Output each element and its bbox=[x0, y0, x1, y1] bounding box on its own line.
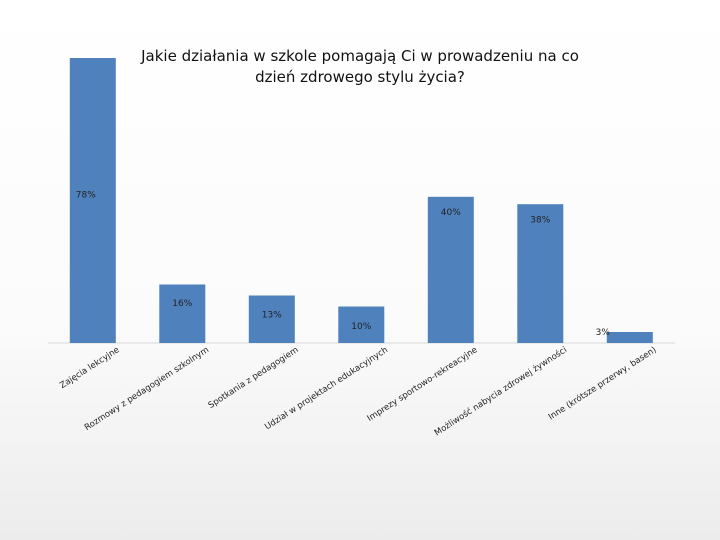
bar-1 bbox=[69, 58, 116, 343]
bar-7 bbox=[606, 332, 653, 343]
chart-title-line-2: dzień zdrowego stylu życia? bbox=[255, 68, 465, 86]
category-label-1: Zajęcia lekcyjne bbox=[58, 345, 121, 391]
bar-2 bbox=[159, 284, 206, 343]
data-label-4: 10% bbox=[351, 322, 371, 332]
bar-5 bbox=[427, 196, 474, 343]
data-label-3: 13% bbox=[262, 311, 282, 321]
bar-4 bbox=[338, 306, 385, 343]
chart-title-line-1: Jakie działania w szkole pomagają Ci w p… bbox=[141, 47, 579, 65]
data-label-2: 16% bbox=[172, 299, 192, 309]
data-label-7: 3% bbox=[596, 328, 611, 338]
category-label-3: Spotkania z pedagogiem bbox=[207, 345, 301, 411]
data-label-1: 78% bbox=[76, 191, 96, 201]
data-label-5: 40% bbox=[441, 208, 461, 218]
bar-6 bbox=[517, 204, 564, 343]
data-label-6: 38% bbox=[530, 216, 550, 226]
bar-3 bbox=[248, 295, 295, 343]
